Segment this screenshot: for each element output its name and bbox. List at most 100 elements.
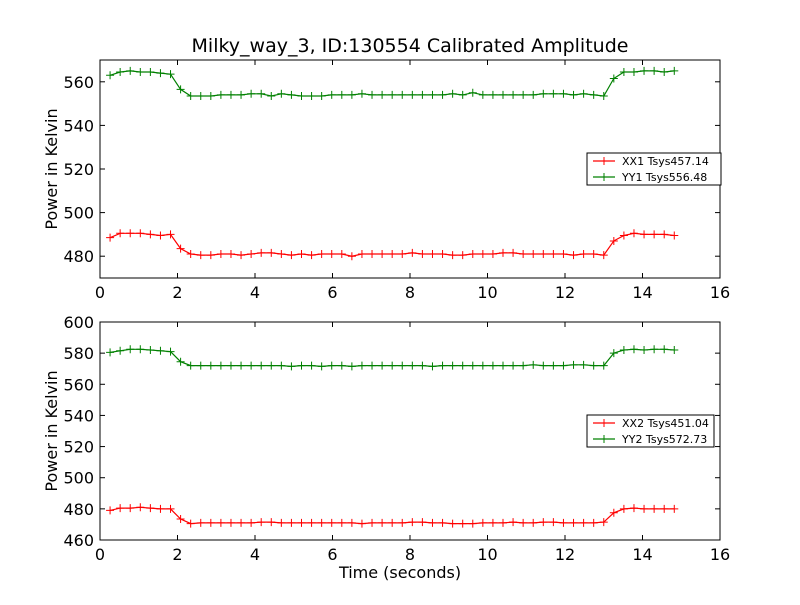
- data-point: [599, 518, 608, 527]
- x-axis-label: Time (seconds): [338, 563, 461, 582]
- data-point: [287, 362, 296, 371]
- data-point: [146, 504, 155, 513]
- data-point: [126, 504, 135, 513]
- data-point: [488, 250, 497, 259]
- data-point: [186, 91, 195, 100]
- x-tick-label: 6: [327, 545, 337, 564]
- data-point: [629, 345, 638, 354]
- data-point: [327, 90, 336, 99]
- y-tick-label: 520: [63, 438, 94, 457]
- data-point: [468, 250, 477, 259]
- series-1: [106, 229, 679, 261]
- data-point: [650, 230, 659, 239]
- data-point: [529, 250, 538, 259]
- data-point: [579, 518, 588, 527]
- data-point: [368, 90, 377, 99]
- legend-marker: [600, 173, 608, 181]
- legend-entry: YY1 Tsys556.48: [593, 171, 707, 184]
- data-point: [307, 361, 316, 370]
- data-point: [660, 504, 669, 513]
- y-tick-label: 500: [63, 204, 94, 223]
- data-point: [428, 250, 437, 259]
- y-tick-label: 560: [63, 73, 94, 92]
- data-point: [196, 518, 205, 527]
- data-point: [478, 518, 487, 527]
- data-point: [579, 360, 588, 369]
- data-point: [257, 89, 266, 98]
- data-point: [609, 508, 618, 517]
- data-point: [539, 250, 548, 259]
- data-point: [539, 361, 548, 370]
- data-point: [297, 361, 306, 370]
- data-point: [488, 361, 497, 370]
- x-tick-label: 4: [250, 283, 260, 302]
- data-point: [509, 248, 518, 257]
- data-point: [307, 251, 316, 260]
- data-point: [650, 66, 659, 75]
- data-point: [216, 518, 225, 527]
- data-point: [176, 85, 185, 94]
- data-point: [196, 251, 205, 260]
- data-point: [116, 67, 125, 76]
- data-point: [106, 506, 115, 515]
- data-point: [640, 346, 649, 355]
- y-tick-label: 540: [63, 116, 94, 135]
- data-point: [660, 345, 669, 354]
- data-point: [609, 74, 618, 83]
- data-point: [589, 90, 598, 99]
- data-point: [216, 90, 225, 99]
- data-point: [529, 360, 538, 369]
- data-point: [166, 70, 175, 79]
- data-point: [428, 90, 437, 99]
- legend-box: [586, 414, 715, 448]
- legend: XX1 Tsys457.14 YY1 Tsys556.48: [586, 152, 722, 186]
- data-point: [106, 233, 115, 242]
- data-point: [388, 361, 397, 370]
- x-tick-label: 2: [172, 283, 182, 302]
- data-point: [650, 504, 659, 513]
- data-point: [267, 91, 276, 100]
- data-point: [609, 236, 618, 245]
- data-point: [136, 345, 145, 354]
- y-tick-label: 460: [63, 531, 94, 550]
- data-point: [126, 229, 135, 238]
- data-point: [640, 230, 649, 239]
- data-point: [267, 248, 276, 257]
- data-point: [579, 89, 588, 98]
- data-point: [529, 90, 538, 99]
- data-point: [549, 89, 558, 98]
- data-point: [347, 362, 356, 371]
- data-point: [458, 361, 467, 370]
- x-tick-label: 0: [95, 283, 105, 302]
- series-2: [106, 345, 679, 371]
- data-point: [247, 89, 256, 98]
- data-point: [237, 90, 246, 99]
- data-point: [619, 504, 628, 513]
- data-point: [488, 518, 497, 527]
- data-point: [357, 519, 366, 528]
- data-point: [277, 361, 286, 370]
- data-point: [549, 361, 558, 370]
- y-tick-label: 500: [63, 469, 94, 488]
- data-point: [418, 90, 427, 99]
- data-point: [458, 251, 467, 260]
- x-tick-label: 16: [710, 283, 730, 302]
- data-point: [267, 518, 276, 527]
- data-point: [388, 250, 397, 259]
- data-point: [539, 518, 548, 527]
- legend-marker: [600, 157, 608, 165]
- data-point: [529, 518, 538, 527]
- data-point: [609, 349, 618, 358]
- x-tick-label: 10: [477, 545, 497, 564]
- data-point: [126, 66, 135, 75]
- data-point: [448, 89, 457, 98]
- data-point: [629, 504, 638, 513]
- y-axis-label: Power in Kelvin: [42, 370, 61, 491]
- data-point: [357, 89, 366, 98]
- data-point: [206, 91, 215, 100]
- data-point: [559, 250, 568, 259]
- data-point: [559, 518, 568, 527]
- data-point: [287, 90, 296, 99]
- data-point: [599, 251, 608, 260]
